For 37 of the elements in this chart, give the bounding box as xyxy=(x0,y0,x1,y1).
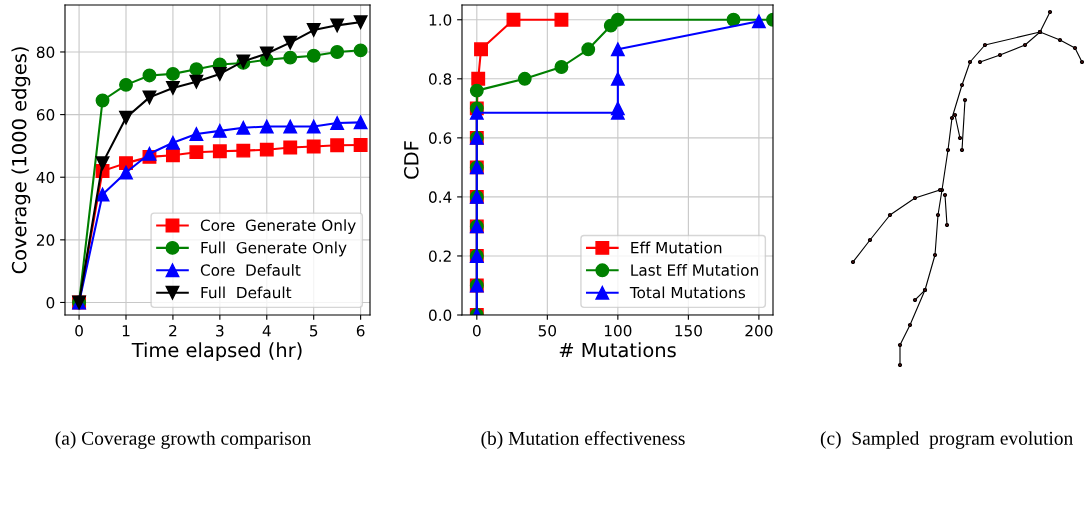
legend-label: Core Default xyxy=(200,264,301,276)
x-tick-label: 3 xyxy=(216,324,224,337)
x-tick-label: 6 xyxy=(356,324,365,337)
legend-label: Core Generate Only xyxy=(200,219,356,234)
y-axis-title: Coverage (1000 edges) xyxy=(11,47,31,274)
legend-label: Last Eff Mutation xyxy=(631,264,758,276)
y-tick-label: 0.2 xyxy=(428,250,451,262)
y-tick-label: 60 xyxy=(36,109,55,121)
y-tick-label: 40 xyxy=(36,171,55,184)
x-tick-label: 5 xyxy=(310,325,318,337)
y-tick-label: 0.8 xyxy=(428,73,452,85)
legend-label: Full Generate Only xyxy=(201,241,347,257)
x-tick-label: 150 xyxy=(675,324,702,337)
text: (b) Mutation effectiveness xyxy=(481,431,685,449)
y-tick-label: 1.0 xyxy=(429,14,452,26)
y-tick-label: 0 xyxy=(46,296,55,309)
x-tick-label: 1 xyxy=(122,325,130,337)
x-tick-label: 100 xyxy=(604,324,632,337)
x-tick-label: 0 xyxy=(472,324,481,337)
y-axis-title: CDF xyxy=(403,141,419,179)
x-tick-label: 50 xyxy=(538,324,557,337)
text: (a) Coverage growth comparison xyxy=(55,431,311,449)
y-tick-label: 0.0 xyxy=(428,309,452,322)
text: (c) Sampled program evolution xyxy=(820,431,1073,449)
legend-label: Total Mutations xyxy=(629,286,746,299)
x-tick-label: 2 xyxy=(169,324,177,337)
x-axis-title: Time elapsed (hr) xyxy=(131,342,302,362)
y-tick-label: 20 xyxy=(36,234,55,246)
y-tick-label: 0.6 xyxy=(428,132,452,144)
y-tick-label: 80 xyxy=(36,46,55,58)
x-tick-label: 200 xyxy=(745,324,773,337)
legend-label: Full Default xyxy=(201,286,292,299)
x-tick-label: 4 xyxy=(262,325,271,337)
y-tick-label: 0.4 xyxy=(428,191,452,203)
x-tick-label: 0 xyxy=(75,324,83,337)
legend-label: Eff Mutation xyxy=(631,241,722,254)
x-axis-title: # Mutations xyxy=(559,342,676,358)
